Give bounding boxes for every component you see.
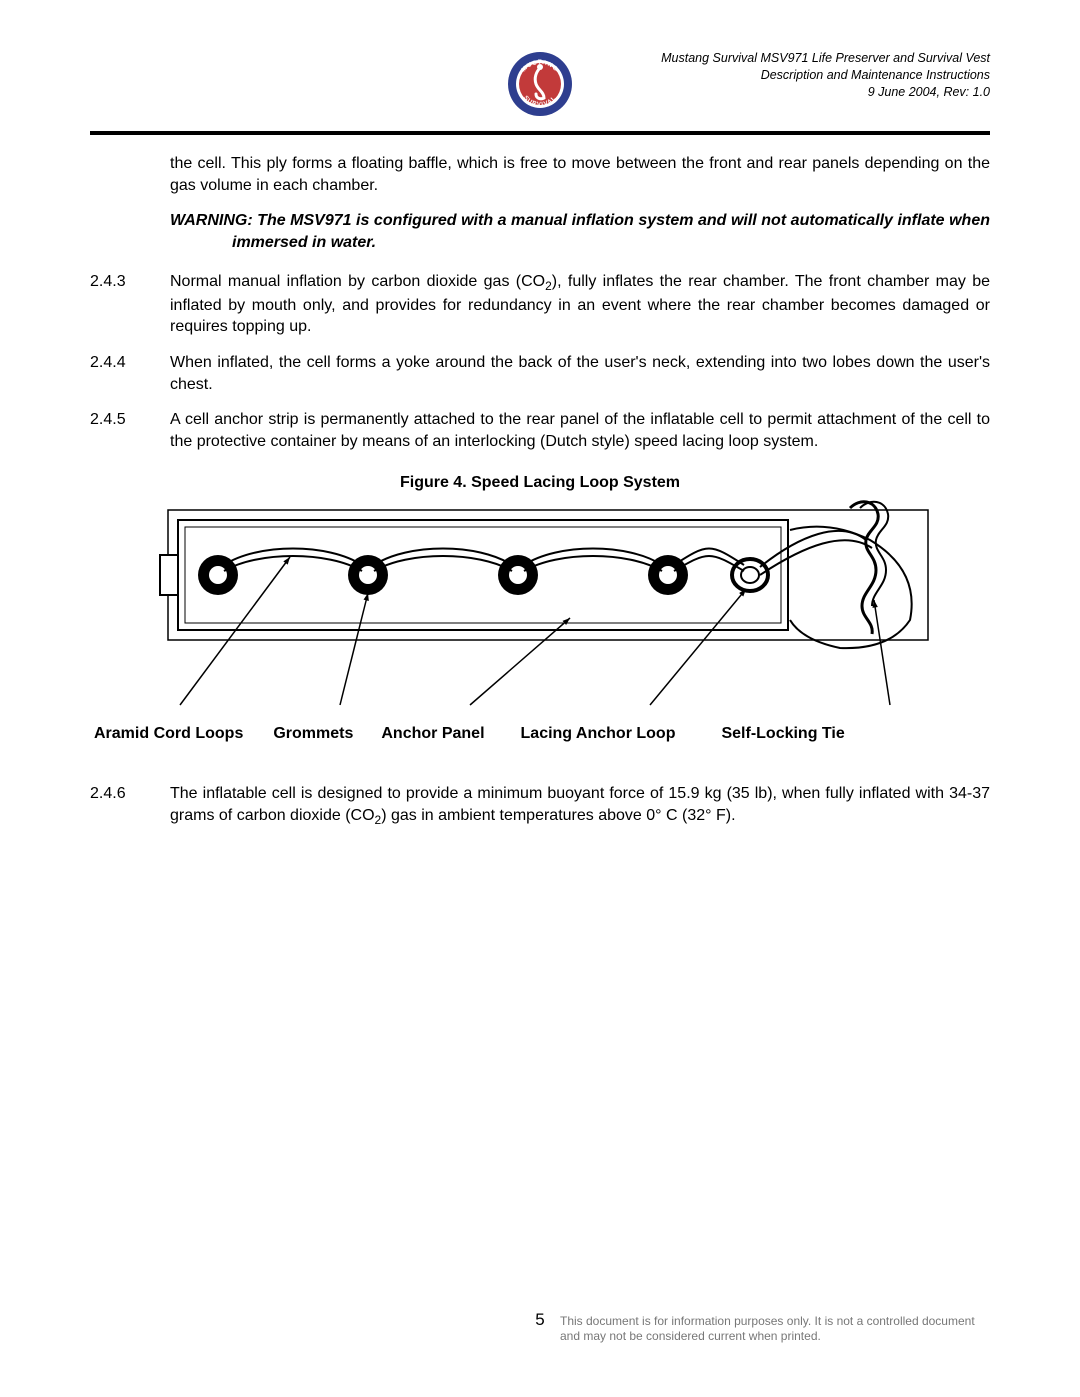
header-rule	[90, 131, 990, 135]
page-header: MUSTANG SURVIVAL Mustang Survival MSV971…	[90, 50, 990, 125]
label-anchor-panel: Anchor Panel	[381, 725, 484, 743]
text-pre: Normal manual inflation by carbon dioxid…	[170, 273, 545, 290]
item-text: A cell anchor strip is permanently attac…	[170, 409, 990, 452]
item-2-4-5: 2.4.5 A cell anchor strip is permanently…	[90, 409, 990, 452]
item-number: 2.4.4	[90, 352, 170, 374]
item-text: The inflatable cell is designed to provi…	[170, 783, 990, 828]
label-lacing-loop: Lacing Anchor Loop	[521, 725, 676, 743]
text-post: ) gas in ambient temperatures above 0° C…	[381, 807, 735, 824]
item-2-4-6: 2.4.6 The inflatable cell is designed to…	[90, 783, 990, 828]
header-line-2: Description and Maintenance Instructions	[661, 67, 990, 84]
warning-inner: WARNING: The MSV971 is configured with a…	[170, 210, 990, 253]
page-number: 5	[535, 1310, 544, 1330]
label-aramid: Aramid Cord Loops	[94, 725, 243, 743]
header-meta: Mustang Survival MSV971 Life Preserver a…	[661, 50, 990, 101]
item-2-4-3: 2.4.3 Normal manual inflation by carbon …	[90, 271, 990, 338]
item-number: 2.4.3	[90, 271, 170, 293]
warning-text: WARNING: The MSV971 is configured with a…	[170, 210, 990, 253]
co2-sub: 2	[545, 280, 552, 294]
footer-disclaimer: This document is for information purpose…	[560, 1314, 990, 1345]
intro-continuation: the cell. This ply forms a floating baff…	[170, 153, 990, 196]
item-text: Normal manual inflation by carbon dioxid…	[170, 271, 990, 338]
item-2-4-4: 2.4.4 When inflated, the cell forms a yo…	[90, 352, 990, 395]
brand-logo: MUSTANG SURVIVAL	[506, 50, 574, 123]
page-footer: 5 This document is for information purpo…	[90, 1314, 990, 1345]
header-line-1: Mustang Survival MSV971 Life Preserver a…	[661, 50, 990, 67]
item-text: When inflated, the cell forms a yoke aro…	[170, 352, 990, 395]
header-line-3: 9 June 2004, Rev: 1.0	[661, 84, 990, 101]
figure-caption: Figure 4. Speed Lacing Loop System	[90, 474, 990, 492]
label-self-locking: Self-Locking Tie	[721, 725, 844, 743]
content-area: the cell. This ply forms a floating baff…	[90, 153, 990, 828]
item-number: 2.4.6	[90, 783, 170, 805]
item-number: 2.4.5	[90, 409, 170, 431]
figure-labels: Aramid Cord Loops Grommets Anchor Panel …	[90, 725, 990, 743]
label-grommets: Grommets	[273, 725, 353, 743]
figure-4-diagram	[90, 500, 990, 715]
